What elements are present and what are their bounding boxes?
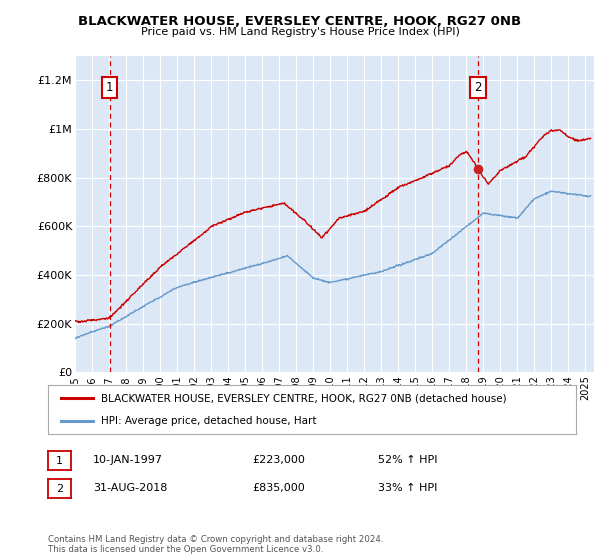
Text: Price paid vs. HM Land Registry's House Price Index (HPI): Price paid vs. HM Land Registry's House … [140,27,460,37]
Text: HPI: Average price, detached house, Hart: HPI: Average price, detached house, Hart [101,416,316,426]
Text: 2: 2 [474,81,482,94]
Text: £835,000: £835,000 [252,483,305,493]
Text: Contains HM Land Registry data © Crown copyright and database right 2024.
This d: Contains HM Land Registry data © Crown c… [48,535,383,554]
Text: 1: 1 [106,81,113,94]
Text: BLACKWATER HOUSE, EVERSLEY CENTRE, HOOK, RG27 0NB (detached house): BLACKWATER HOUSE, EVERSLEY CENTRE, HOOK,… [101,393,506,403]
Text: 2: 2 [56,484,63,494]
Text: £223,000: £223,000 [252,455,305,465]
Text: 31-AUG-2018: 31-AUG-2018 [93,483,167,493]
Text: 1: 1 [56,456,63,466]
Text: BLACKWATER HOUSE, EVERSLEY CENTRE, HOOK, RG27 0NB: BLACKWATER HOUSE, EVERSLEY CENTRE, HOOK,… [79,15,521,27]
Text: 52% ↑ HPI: 52% ↑ HPI [378,455,437,465]
Text: 33% ↑ HPI: 33% ↑ HPI [378,483,437,493]
Text: 10-JAN-1997: 10-JAN-1997 [93,455,163,465]
